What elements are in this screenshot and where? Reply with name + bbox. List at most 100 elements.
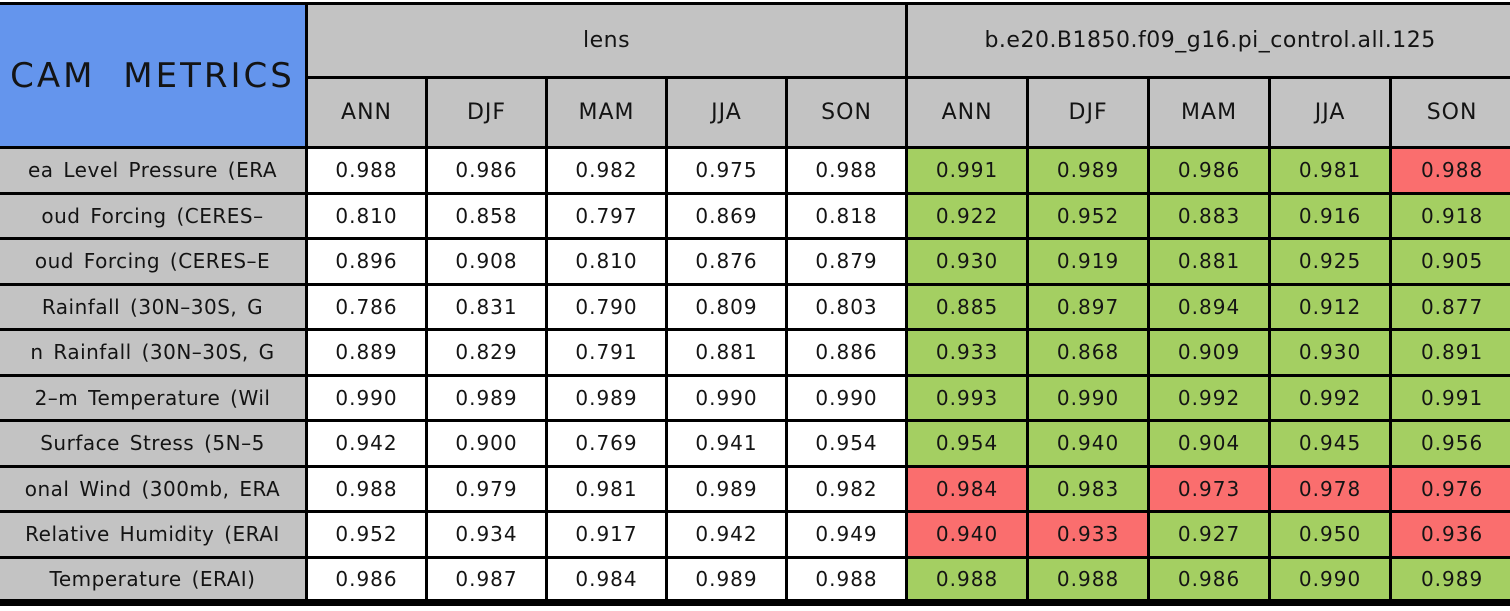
lens-value-cell: 0.954 xyxy=(784,419,909,468)
lens-value-cell: 0.889 xyxy=(305,328,428,377)
lens-value-cell: 0.818 xyxy=(784,191,909,240)
case-value-cell-red: 0.936 xyxy=(1389,510,1510,559)
season-header-1-ann: ANN xyxy=(905,76,1030,149)
column-group-case: b.e20.B1850.f09_g16.pi_control.all.125 xyxy=(905,2,1510,79)
lens-value-cell: 0.810 xyxy=(545,237,668,286)
lens-value-cell: 0.990 xyxy=(665,373,788,422)
table-row: onal Wind (300mb, ERA 0.988 0.979 0.981 0.98… xyxy=(0,464,1510,513)
lens-value-cell: 0.886 xyxy=(784,328,909,377)
row-label: Rainfall (30N–30S, G xyxy=(0,282,308,331)
case-value-cell-green: 0.990 xyxy=(1268,555,1393,604)
table-row: oud Forcing (CERES–E 0.896 0.908 0.810 0.876… xyxy=(0,237,1510,286)
lens-value-cell: 0.810 xyxy=(305,191,428,240)
table-row: n Rainfall (30N–30S, G 0.889 0.829 0.791 0.8… xyxy=(0,328,1510,377)
case-value-cell-green: 0.991 xyxy=(1389,373,1510,422)
case-value-cell-green: 0.945 xyxy=(1268,419,1393,468)
lens-value-cell: 0.988 xyxy=(784,555,909,604)
lens-value-cell: 0.858 xyxy=(425,191,548,240)
lens-value-cell: 0.797 xyxy=(545,191,668,240)
header-season-row: ANN DJF MAM JJA SON ANN DJF MAM JJA SON xyxy=(0,76,1510,149)
lens-value-cell: 0.831 xyxy=(425,282,548,331)
lens-value-cell: 0.987 xyxy=(425,555,548,604)
case-value-cell-green: 0.940 xyxy=(1026,419,1151,468)
case-value-cell-green: 0.988 xyxy=(905,555,1030,604)
lens-value-cell: 0.989 xyxy=(425,373,548,422)
lens-value-cell: 0.990 xyxy=(305,373,428,422)
lens-value-cell: 0.908 xyxy=(425,237,548,286)
case-value-cell-green: 0.991 xyxy=(905,146,1030,195)
lens-value-cell: 0.917 xyxy=(545,510,668,559)
lens-value-cell: 0.981 xyxy=(545,464,668,513)
row-label: ea Level Pressure (ERA xyxy=(0,146,308,195)
lens-value-cell: 0.942 xyxy=(305,419,428,468)
case-value-cell-green: 0.912 xyxy=(1268,282,1393,331)
table-row: ea Level Pressure (ERA 0.988 0.986 0.982 0.9… xyxy=(0,146,1510,195)
table-row: Rainfall (30N–30S, G 0.786 0.831 0.790 0.809… xyxy=(0,282,1510,331)
lens-value-cell: 0.989 xyxy=(665,464,788,513)
row-label: oud Forcing (CERES–E xyxy=(0,237,308,286)
lens-value-cell: 0.809 xyxy=(665,282,788,331)
case-value-cell-green: 0.919 xyxy=(1026,237,1151,286)
lens-value-cell: 0.988 xyxy=(305,464,428,513)
season-header-0-son: SON xyxy=(784,76,909,149)
case-value-cell-red: 0.978 xyxy=(1268,464,1393,513)
case-value-cell-green: 0.952 xyxy=(1026,191,1151,240)
table-row: Relative Humidity (ERAI 0.952 0.934 0.917 0.… xyxy=(0,510,1510,559)
case-value-cell-green: 0.922 xyxy=(905,191,1030,240)
lens-value-cell: 0.988 xyxy=(784,146,909,195)
case-value-cell-green: 0.883 xyxy=(1147,191,1272,240)
season-header-1-son: SON xyxy=(1389,76,1510,149)
lens-value-cell: 0.989 xyxy=(665,555,788,604)
lens-value-cell: 0.982 xyxy=(784,464,909,513)
case-value-cell-green: 0.956 xyxy=(1389,419,1510,468)
case-value-cell-green: 0.868 xyxy=(1026,328,1151,377)
lens-value-cell: 0.949 xyxy=(784,510,909,559)
case-value-cell-green: 0.925 xyxy=(1268,237,1393,286)
case-value-cell-green: 0.916 xyxy=(1268,191,1393,240)
case-value-cell-green: 0.905 xyxy=(1389,237,1510,286)
case-value-cell-red: 0.976 xyxy=(1389,464,1510,513)
table-row: Temperature (ERAI) 0.986 0.987 0.984 0.989 0.… xyxy=(0,555,1510,604)
case-value-cell-green: 0.989 xyxy=(1389,555,1510,604)
lens-value-cell: 0.791 xyxy=(545,328,668,377)
season-header-0-djf: DJF xyxy=(425,76,548,149)
lens-value-cell: 0.879 xyxy=(784,237,909,286)
case-value-cell-green: 0.950 xyxy=(1268,510,1393,559)
lens-value-cell: 0.881 xyxy=(665,328,788,377)
column-group-lens: lens xyxy=(304,2,909,79)
lens-value-cell: 0.942 xyxy=(665,510,788,559)
case-value-cell-green: 0.904 xyxy=(1147,419,1272,468)
case-value-cell-green: 0.983 xyxy=(1026,464,1151,513)
lens-value-cell: 0.803 xyxy=(784,282,909,331)
season-header-1-jja: JJA xyxy=(1268,76,1393,149)
case-value-cell-green: 0.954 xyxy=(905,419,1030,468)
lens-value-cell: 0.934 xyxy=(425,510,548,559)
row-label: 2–m Temperature (Wil xyxy=(0,373,308,422)
case-value-cell-green: 0.885 xyxy=(905,282,1030,331)
metrics-table-body: ea Level Pressure (ERA 0.988 0.986 0.982 0.9… xyxy=(0,146,1510,604)
row-label: Temperature (ERAI) xyxy=(0,555,308,604)
lens-value-cell: 0.941 xyxy=(665,419,788,468)
case-value-cell-green: 0.992 xyxy=(1268,373,1393,422)
case-value-cell-green: 0.881 xyxy=(1147,237,1272,286)
table-row: 2–m Temperature (Wil 0.990 0.989 0.989 0.990… xyxy=(0,373,1510,422)
table-row: Surface Stress (5N–5 0.942 0.900 0.769 0.941… xyxy=(0,419,1510,468)
case-value-cell-green: 0.877 xyxy=(1389,282,1510,331)
case-value-cell-green: 0.918 xyxy=(1389,191,1510,240)
case-value-cell-red: 0.984 xyxy=(905,464,1030,513)
case-value-cell-green: 0.930 xyxy=(905,237,1030,286)
row-label: onal Wind (300mb, ERA xyxy=(0,464,308,513)
lens-value-cell: 0.900 xyxy=(425,419,548,468)
lens-value-cell: 0.984 xyxy=(545,555,668,604)
case-value-cell-green: 0.897 xyxy=(1026,282,1151,331)
case-value-cell-red: 0.933 xyxy=(1026,510,1151,559)
season-header-0-mam: MAM xyxy=(545,76,668,149)
case-value-cell-green: 0.989 xyxy=(1026,146,1151,195)
lens-value-cell: 0.986 xyxy=(425,146,548,195)
lens-value-cell: 0.979 xyxy=(425,464,548,513)
case-value-cell-red: 0.973 xyxy=(1147,464,1272,513)
lens-value-cell: 0.896 xyxy=(305,237,428,286)
case-value-cell-red: 0.988 xyxy=(1389,146,1510,195)
case-value-cell-green: 0.986 xyxy=(1147,555,1272,604)
